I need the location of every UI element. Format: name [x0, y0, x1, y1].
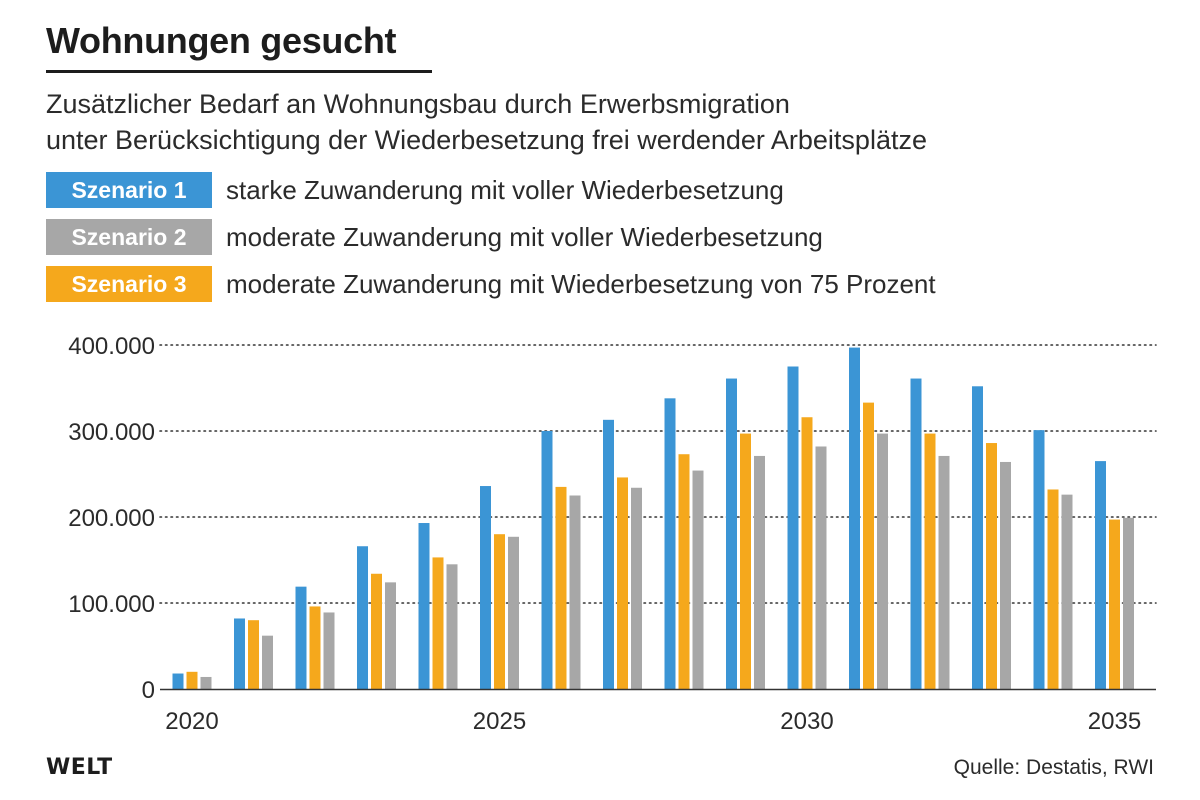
y-tick-label: 300.000 [68, 419, 155, 446]
bar-szenario-2-2029 [754, 455, 765, 689]
y-tick-label: 200.000 [68, 505, 155, 532]
source-note: Quelle: Destatis, RWI [953, 756, 1154, 779]
bar-szenario-2-2027 [631, 487, 642, 689]
bar-szenario-2-2031 [877, 433, 888, 689]
bar-szenario-2-2023 [385, 582, 396, 689]
bar-szenario-3-2026 [555, 486, 567, 689]
chart-subtitle: Zusätzlicher Bedarf an Wohnungsbau durch… [46, 86, 927, 158]
bar-szenario-3-2021 [248, 620, 259, 689]
bar-szenario-3-2028 [678, 454, 690, 689]
bar-szenario-1-2028 [664, 398, 676, 689]
bar-szenario-1-2023 [357, 546, 368, 689]
chart-title: Wohnungen gesucht [46, 20, 397, 61]
bar-szenario-1-2035 [1095, 461, 1106, 689]
bar-szenario-1-2020 [172, 673, 184, 689]
x-tick-label: 2020 [165, 708, 218, 735]
bar-szenario-3-2035 [1109, 519, 1120, 689]
legend-item-szenario-3: Szenario 3 moderate Zuwanderung mit Wied… [46, 266, 936, 302]
legend-label: moderate Zuwanderung mit voller Wiederbe… [226, 221, 823, 252]
bar-szenario-3-2023 [371, 573, 382, 689]
bar-szenario-3-2025 [494, 534, 505, 689]
bar-szenario-1-2022 [295, 586, 307, 689]
bar-szenario-3-2032 [924, 433, 936, 689]
welt-logo: WELT [46, 755, 113, 780]
bar-szenario-3-2020 [186, 671, 198, 689]
bar-szenario-1-2031 [849, 347, 860, 689]
x-tick-label: 2035 [1088, 708, 1141, 735]
bar-szenario-1-2033 [972, 386, 983, 689]
bar-szenario-1-2026 [541, 431, 553, 689]
x-tick-label: 2030 [780, 708, 833, 735]
bar-szenario-3-2030 [801, 417, 813, 689]
y-tick-label: 0 [142, 677, 155, 704]
subtitle-line-2: unter Berücksichtigung der Wiederbesetzu… [46, 125, 927, 155]
legend-item-szenario-2: Szenario 2 moderate Zuwanderung mit voll… [46, 219, 936, 255]
bar-szenario-1-2025 [480, 486, 491, 689]
bar-szenario-1-2030 [787, 366, 799, 689]
bar-chart: 0 100.000 200.000 300.000 400.000 2020 2025 203… [68, 333, 1157, 735]
legend-badge: Szenario 1 [46, 172, 212, 208]
bar-szenario-2-2021 [262, 635, 273, 689]
bar-szenario-3-2022 [309, 606, 321, 689]
y-tick-label: 100.000 [68, 591, 155, 618]
bar-szenario-3-2024 [432, 557, 444, 689]
bar-szenario-2-2032 [938, 455, 950, 689]
bar-szenario-2-2034 [1061, 494, 1073, 689]
bar-szenario-3-2029 [740, 433, 751, 689]
bar-szenario-2-2030 [815, 446, 827, 689]
legend-badge: Szenario 3 [46, 266, 212, 302]
bar-szenario-2-2020 [200, 676, 212, 689]
bar-szenario-2-2022 [323, 612, 335, 689]
bar-szenario-2-2025 [508, 536, 519, 689]
bar-szenario-3-2034 [1047, 489, 1059, 689]
subtitle-line-1: Zusätzlicher Bedarf an Wohnungsbau durch… [46, 89, 790, 119]
bar-szenario-1-2027 [603, 419, 614, 689]
bar-szenario-2-2024 [446, 564, 458, 689]
legend-label: starke Zuwanderung mit voller Wiederbese… [226, 174, 784, 205]
legend-badge: Szenario 2 [46, 219, 212, 255]
bar-szenario-3-2033 [986, 443, 997, 689]
bar-szenario-1-2029 [726, 378, 737, 689]
bar-szenario-2-2033 [1000, 461, 1011, 689]
y-tick-label: 400.000 [68, 333, 155, 360]
bar-szenario-1-2032 [910, 378, 922, 689]
bar-szenario-3-2027 [617, 477, 628, 689]
bar-szenario-1-2021 [234, 618, 245, 689]
bar-szenario-2-2035 [1123, 517, 1134, 689]
title-underline [46, 70, 432, 73]
bar-szenario-2-2028 [692, 470, 704, 689]
bar-szenario-1-2024 [418, 523, 430, 689]
x-tick-label: 2025 [473, 708, 526, 735]
bar-szenario-1-2034 [1033, 430, 1045, 689]
legend-item-szenario-1: Szenario 1 starke Zuwanderung mit voller… [46, 172, 936, 208]
legend: Szenario 1 starke Zuwanderung mit voller… [46, 172, 936, 313]
legend-label: moderate Zuwanderung mit Wiederbesetzung… [226, 268, 936, 299]
bar-szenario-2-2026 [569, 495, 581, 689]
bar-szenario-3-2031 [863, 402, 874, 689]
